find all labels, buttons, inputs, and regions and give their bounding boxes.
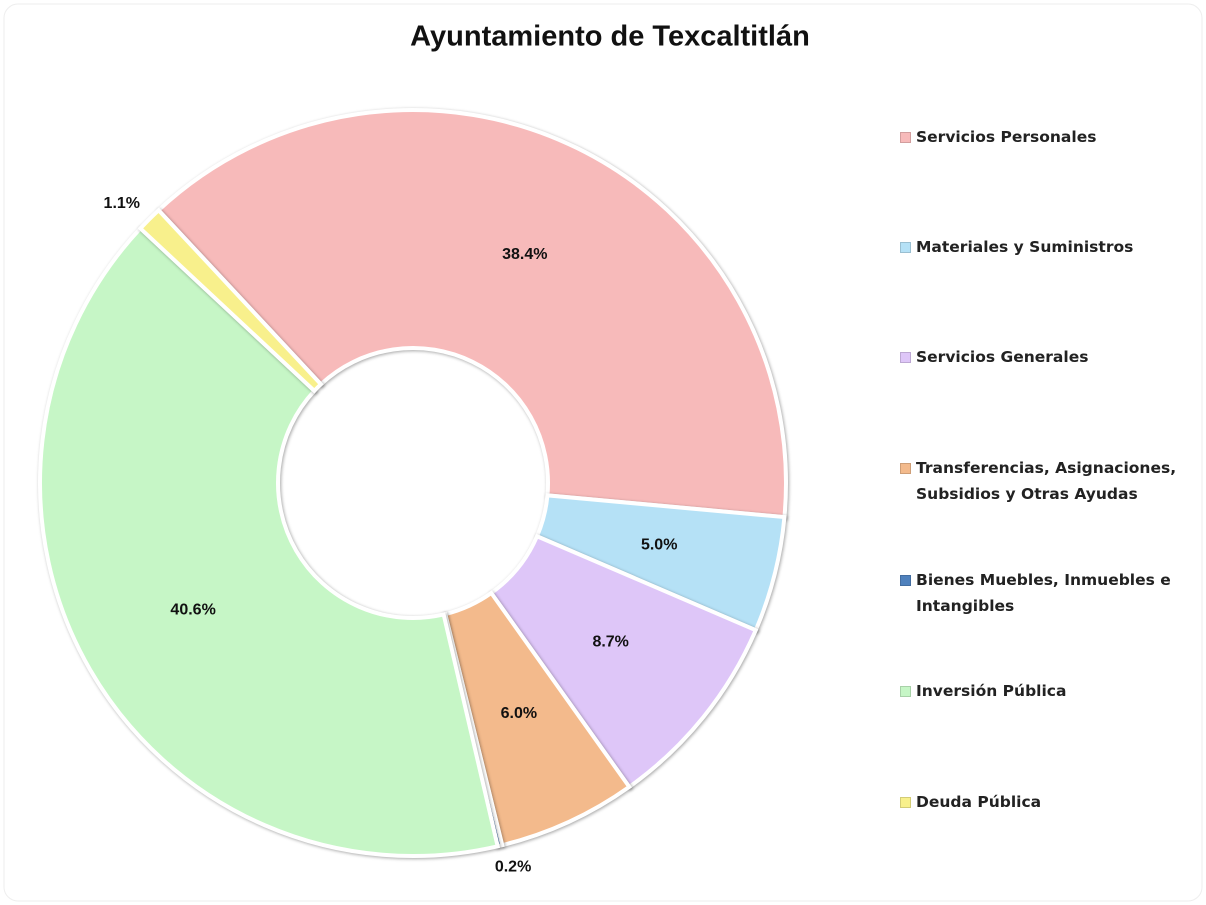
data-label: 38.4%: [502, 246, 547, 263]
legend-item: Transferencias, Asignaciones, Subsidios …: [900, 455, 1185, 507]
legend-label: Materiales y Suministros: [916, 238, 1134, 256]
legend-label: Inversión Pública: [916, 682, 1067, 700]
legend-swatch: [900, 352, 911, 363]
legend-swatch: [900, 686, 911, 697]
legend-swatch: [900, 797, 911, 808]
chart-title: Ayuntamiento de Texcaltitlán: [410, 21, 810, 53]
legend-label: Servicios Personales: [916, 128, 1097, 146]
legend-label: Bienes Muebles, Inmuebles e Intangibles: [916, 571, 1171, 615]
donut-slice: [137, 207, 324, 394]
data-label: 8.7%: [592, 634, 628, 651]
data-label: 6.0%: [501, 705, 537, 722]
legend-item: Inversión Pública: [900, 678, 1185, 704]
legend-label: Transferencias, Asignaciones, Subsidios …: [916, 459, 1177, 503]
donut-slice: [155, 108, 788, 520]
legend-swatch: [900, 242, 911, 253]
legend-label: Deuda Pública: [916, 793, 1042, 811]
legend-swatch: [900, 132, 911, 143]
legend: Servicios Personales Materiales y Suminis…: [900, 0, 1190, 905]
legend-swatch: [900, 575, 911, 586]
legend-swatch: [900, 463, 911, 474]
data-label: 1.1%: [104, 195, 140, 212]
legend-item: Materiales y Suministros: [900, 234, 1185, 260]
data-label: 5.0%: [641, 537, 677, 554]
donut-slice: [488, 533, 759, 790]
legend-item: Deuda Pública: [900, 789, 1185, 815]
legend-label: Servicios Generales: [916, 348, 1089, 366]
legend-item: Servicios Generales: [900, 344, 1185, 370]
legend-item: Servicios Personales: [900, 124, 1185, 150]
data-label: 0.2%: [495, 858, 531, 875]
legend-item: Bienes Muebles, Inmuebles e Intangibles: [900, 567, 1185, 619]
donut-slice: [38, 225, 501, 858]
data-label: 40.6%: [170, 601, 215, 618]
